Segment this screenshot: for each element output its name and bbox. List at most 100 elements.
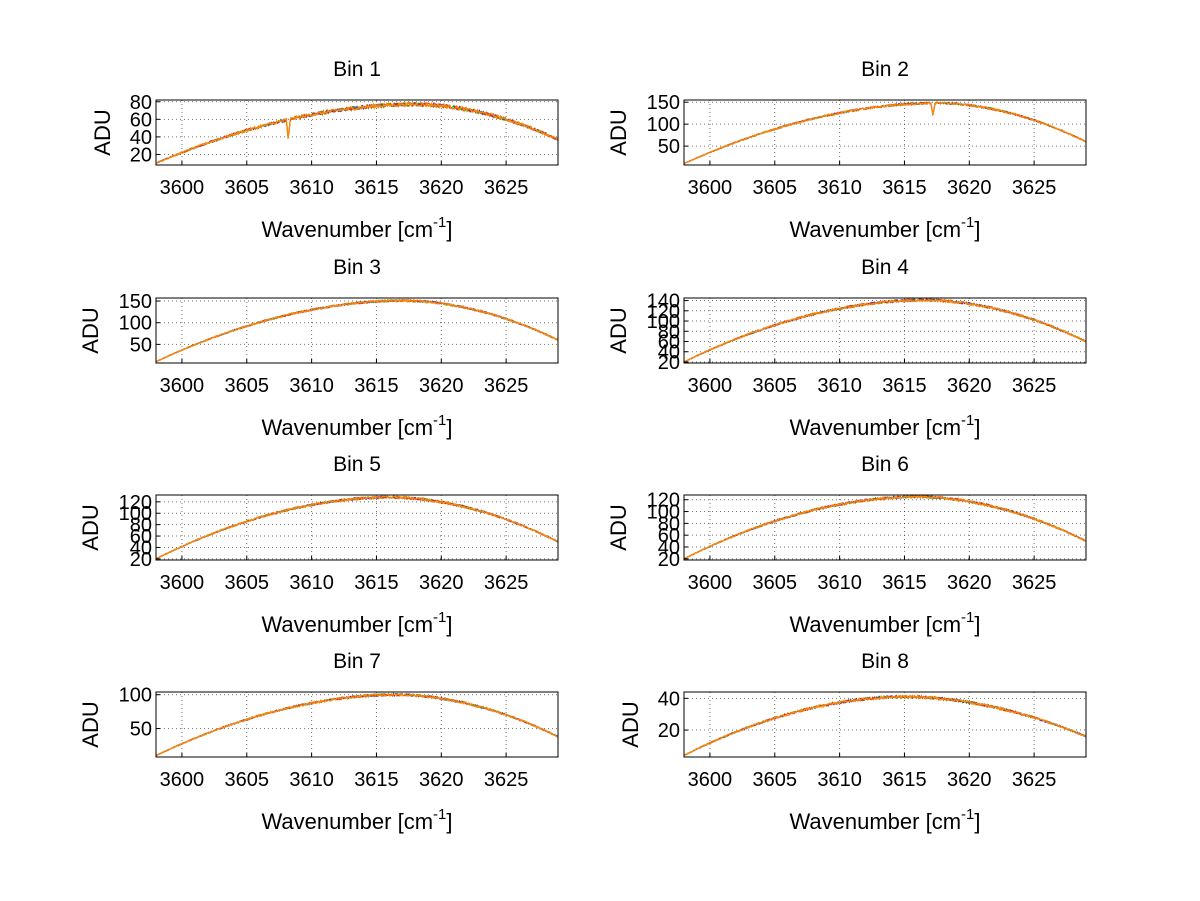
y-tick-label: 60 <box>658 332 680 354</box>
y-tick-label: 20 <box>658 549 680 571</box>
plot-frame <box>155 691 559 758</box>
x-tick-label: 3610 <box>289 769 334 791</box>
subplot-title: Bin 7 <box>333 650 381 673</box>
spectrum-line <box>683 101 1087 165</box>
x-tick-label: 3615 <box>882 177 927 199</box>
y-tick-label: 150 <box>119 291 152 313</box>
x-tick-label: 3615 <box>882 769 927 791</box>
plot-frame <box>155 494 559 561</box>
x-tick-label: 3610 <box>817 769 862 791</box>
y-tick-label: 120 <box>647 301 680 323</box>
x-tick-label: 3610 <box>289 177 334 199</box>
x-axis-label-end: ] <box>446 809 452 834</box>
subplot-title: Bin 4 <box>861 256 909 279</box>
spectrum-line <box>683 493 1087 560</box>
x-tick-label: 3600 <box>160 375 205 397</box>
x-axis-label-end: ] <box>446 217 452 242</box>
x-axis-label-main: Wavenumber [cm <box>261 612 433 637</box>
y-tick-label: 120 <box>119 492 152 514</box>
x-axis-label-sup: -1 <box>961 412 974 429</box>
x-tick-label: 3605 <box>753 177 798 199</box>
y-tick-label: 80 <box>130 515 152 537</box>
x-tick-label: 3615 <box>354 572 399 594</box>
spectrum-line <box>683 693 1087 756</box>
x-axis-label: Wavenumber [cm-1] <box>261 412 452 440</box>
x-axis-label-main: Wavenumber [cm <box>261 415 433 440</box>
x-axis-label: Wavenumber [cm-1] <box>789 806 980 834</box>
x-tick-label: 3625 <box>484 572 529 594</box>
y-tick-label: 100 <box>647 114 680 136</box>
x-tick-label: 3605 <box>753 769 798 791</box>
x-tick-label: 3600 <box>688 769 733 791</box>
y-tick-label: 60 <box>658 525 680 547</box>
y-tick-label: 100 <box>119 685 152 707</box>
x-tick-label: 3625 <box>1012 769 1057 791</box>
spectrum-line <box>683 101 1087 165</box>
spectrum-line <box>155 299 559 363</box>
x-axis-label: Wavenumber [cm-1] <box>789 412 980 440</box>
x-axis-label-end: ] <box>446 612 452 637</box>
x-axis-label-end: ] <box>974 415 980 440</box>
subplot-title: Bin 5 <box>333 453 381 476</box>
x-tick-label: 3600 <box>688 375 733 397</box>
spectrum-line <box>683 694 1087 756</box>
x-axis-label: Wavenumber [cm-1] <box>789 214 980 242</box>
x-axis-label-sup: -1 <box>961 214 974 231</box>
subplot-title: Bin 6 <box>861 453 909 476</box>
spectrum-line <box>683 694 1087 756</box>
y-tick-label: 40 <box>130 537 152 559</box>
y-tick-label: 140 <box>647 291 680 313</box>
x-tick-label: 3620 <box>947 375 992 397</box>
x-tick-label: 3605 <box>753 572 798 594</box>
x-tick-label: 3620 <box>419 375 464 397</box>
spectrum-line <box>683 101 1087 165</box>
x-tick-label: 3620 <box>947 177 992 199</box>
spectrum-line <box>683 101 1087 164</box>
spectrum-line <box>155 298 559 363</box>
x-tick-label: 3615 <box>882 375 927 397</box>
y-axis-label: ADU <box>90 109 115 155</box>
subplot-title: Bin 3 <box>333 256 381 279</box>
y-tick-label: 150 <box>647 92 680 114</box>
x-tick-label: 3625 <box>1012 572 1057 594</box>
y-tick-label: 20 <box>658 352 680 374</box>
spectrum-line <box>683 494 1087 560</box>
x-axis-label-sup: -1 <box>433 412 446 429</box>
spectrum-line <box>155 298 559 363</box>
x-axis-label: Wavenumber [cm-1] <box>261 806 452 834</box>
x-axis-label-end: ] <box>974 612 980 637</box>
y-tick-label: 50 <box>658 136 680 158</box>
subplot-4: Bin 4 3600 3605 3610 3615 3620 3625 20406080100… <box>606 256 1087 440</box>
y-tick-label: 40 <box>130 127 152 149</box>
spectrum-line <box>155 692 559 757</box>
spectrum-line <box>683 298 1087 363</box>
spectrum-line <box>155 101 559 164</box>
x-axis-label-sup: -1 <box>961 609 974 626</box>
x-axis-label-end: ] <box>974 217 980 242</box>
x-axis-label-main: Wavenumber [cm <box>789 612 961 637</box>
x-axis-label-main: Wavenumber [cm <box>789 217 961 242</box>
x-tick-label: 3605 <box>225 177 270 199</box>
plot-frame <box>683 494 1087 561</box>
y-tick-label: 40 <box>658 537 680 559</box>
spectrum-line <box>155 101 559 164</box>
spectrum-line <box>155 495 559 560</box>
x-axis-label-main: Wavenumber [cm <box>789 415 961 440</box>
y-tick-label: 50 <box>130 719 152 741</box>
spectrum-line <box>683 694 1087 756</box>
y-axis-label: ADU <box>606 109 631 155</box>
plot-frame <box>155 99 559 166</box>
x-tick-label: 3615 <box>354 769 399 791</box>
x-axis-label-main: Wavenumber [cm <box>261 809 433 834</box>
x-tick-label: 3605 <box>225 769 270 791</box>
plot-frame <box>683 99 1087 166</box>
spectrum-line <box>683 298 1087 363</box>
x-axis-label-main: Wavenumber [cm <box>261 217 433 242</box>
x-tick-label: 3605 <box>225 375 270 397</box>
spectrum-line <box>683 494 1087 560</box>
spectrum-line <box>155 495 559 560</box>
x-tick-label: 3615 <box>882 572 927 594</box>
y-tick-label: 40 <box>658 342 680 364</box>
